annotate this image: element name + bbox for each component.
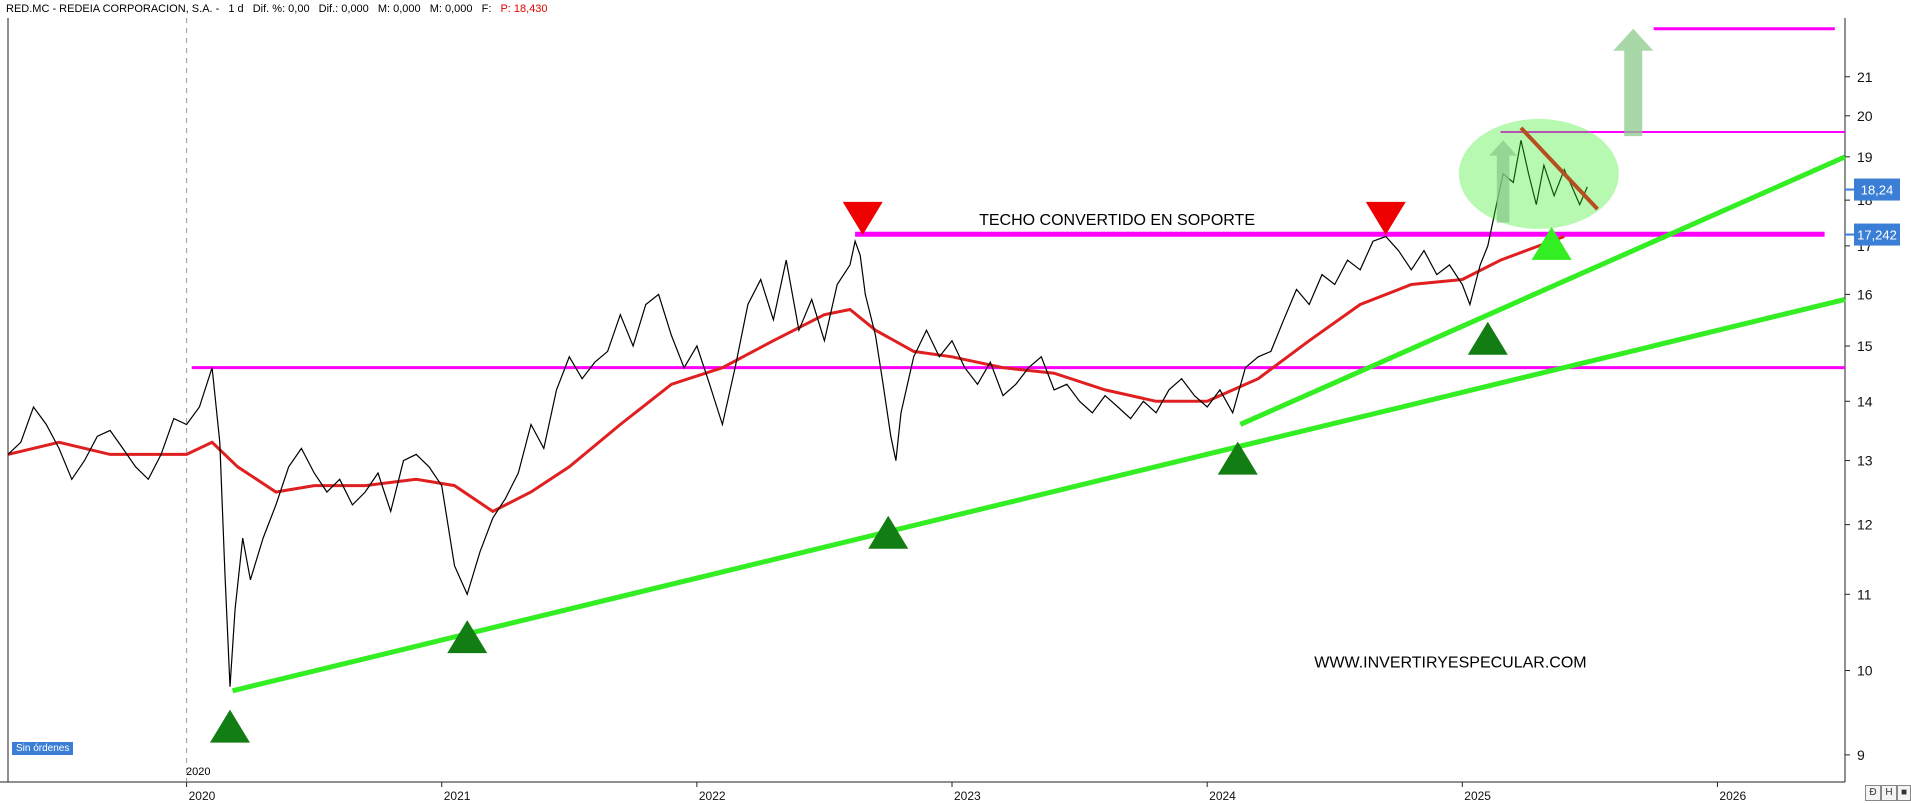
period-label[interactable]: 1 d	[228, 3, 244, 15]
y-tick-label: 15	[1857, 338, 1873, 354]
m2-label: M: 0,000	[429, 3, 473, 15]
x-tick-label: 2026	[1719, 789, 1746, 803]
marker-up-2025	[1467, 321, 1508, 355]
y-tick-label: 12	[1857, 517, 1873, 533]
y-tick-label: 21	[1857, 69, 1873, 85]
price-label: P: 18,430	[500, 3, 548, 15]
x-tick-label: 2025	[1464, 789, 1491, 803]
ticker-label: RED.MC - REDEIA CORPORACION, S.A. -	[6, 3, 220, 15]
breakout-arrow	[1489, 140, 1518, 223]
dif-pct-label: Dif. %: 0,00	[252, 3, 310, 15]
breakout-highlight-ellipse	[1458, 118, 1619, 229]
scroll-back-button[interactable]: Ð	[1865, 785, 1881, 801]
long-trendline	[231, 296, 1846, 694]
orders-badge[interactable]: Sin órdenes	[12, 742, 74, 755]
dif-label: Dif.: 0,000	[318, 3, 369, 15]
x-tick-label: 2021	[444, 789, 471, 803]
y-tick-label: 14	[1857, 393, 1873, 409]
support-price-tag: 17,242	[1857, 228, 1897, 243]
x-tick-label: 2023	[954, 789, 981, 803]
short-trendline	[1239, 154, 1847, 427]
save-icon[interactable]: H	[1881, 785, 1897, 801]
stop-icon[interactable]: ■	[1897, 785, 1911, 801]
f-label: F:	[481, 3, 492, 15]
last-price-tag-bg	[1854, 178, 1900, 201]
marker-down-2024	[1365, 201, 1406, 235]
y-tick-label: 20	[1857, 108, 1873, 124]
support-price-tag-bg	[1854, 223, 1900, 246]
watermark-text: WWW.INVERTIRYESPECULAR.COM	[1314, 655, 1586, 672]
descending-channel-line	[1519, 126, 1599, 211]
marker-up-2021	[447, 620, 488, 654]
target-arrow	[1613, 28, 1654, 137]
marker-up-bright-2025	[1531, 226, 1572, 260]
m-label: M: 0,000	[377, 3, 421, 15]
marker-up-2022	[868, 515, 909, 549]
x-tick-label: 2022	[699, 789, 726, 803]
y-tick-label: 13	[1857, 453, 1873, 469]
y-tick-label: 19	[1857, 149, 1873, 165]
x-tick-label: 2024	[1209, 789, 1236, 803]
moving-average-line	[7, 235, 1565, 514]
chart-header: RED.MC - REDEIA CORPORACION, S.A. - 1 d …	[0, 0, 1845, 18]
marker-up-2020	[209, 709, 250, 743]
y-tick-label: 11	[1857, 586, 1872, 602]
price-line	[7, 140, 1588, 687]
y-tick-label: 16	[1857, 286, 1873, 302]
y-tick-label: 10	[1857, 663, 1873, 679]
year-divider-label: 2020	[186, 766, 211, 778]
y-tick-label: 9	[1857, 747, 1865, 763]
last-price-tag: 18,24	[1861, 183, 1894, 198]
x-tick-label: 2020	[189, 789, 216, 803]
support-annotation: TECHO CONVERTIDO EN SOPORTE	[979, 212, 1255, 229]
marker-up-2024	[1217, 441, 1258, 475]
marker-down-2022	[842, 201, 883, 235]
